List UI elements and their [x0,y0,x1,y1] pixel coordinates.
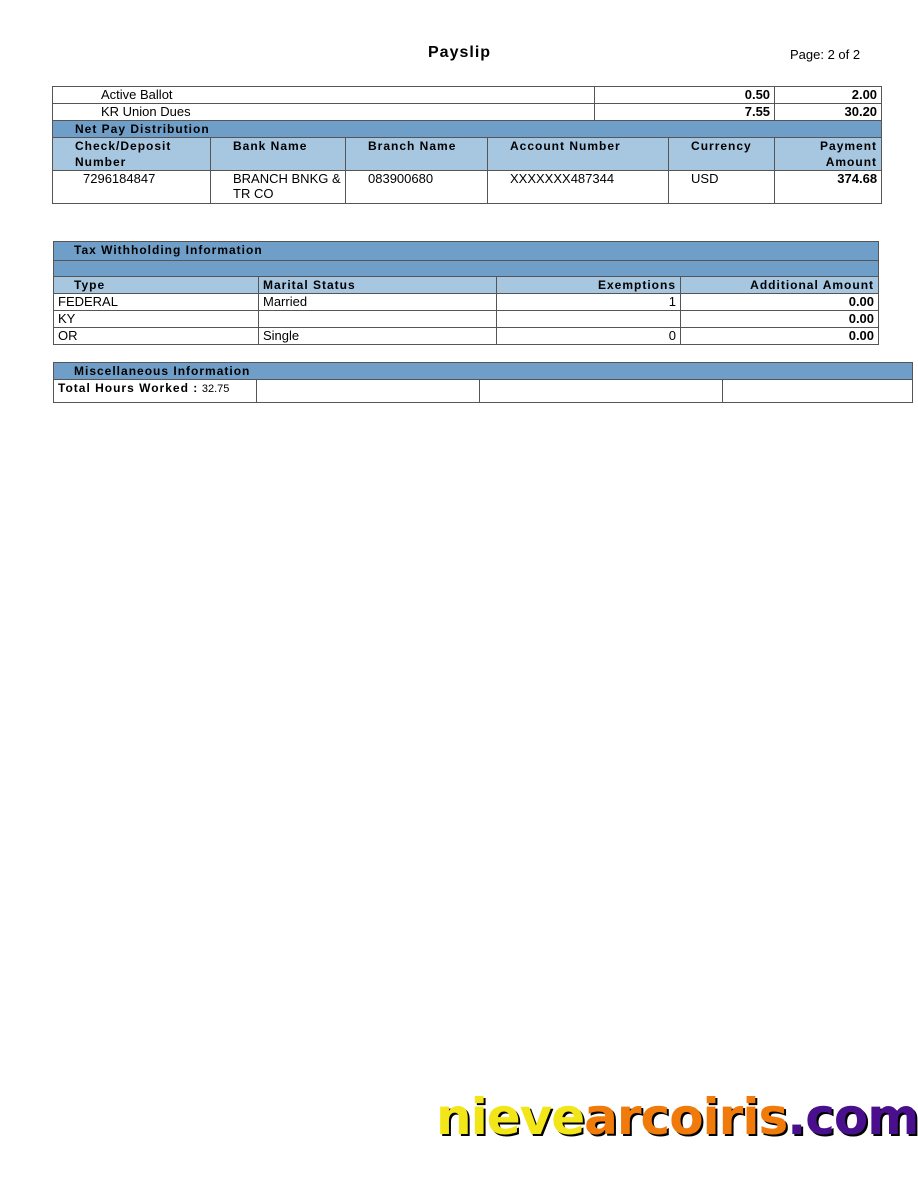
table-row: 7296184847 BRANCH BNKG & TR CO 083900680… [52,170,883,204]
table-row: KY 0.00 [53,310,880,328]
misc-info-table: Miscellaneous Information Total Hours Wo… [52,362,914,403]
table-row: Total Hours Worked : 32.75 [53,379,914,403]
tax-withholding-table: Tax Withholding Information Type Marital… [52,241,880,345]
hours-label: Total Hours Worked : [58,381,199,395]
section-title: Net Pay Distribution [51,120,883,138]
table-row: FEDERAL Married 1 0.00 [53,293,880,311]
page-number: Page: 2 of 2 [790,47,861,62]
watermark-logo: nievearcoiris.com [436,1088,918,1146]
section-title: Tax Withholding Information [52,241,880,261]
table-row: KR Union Dues 7.55 30.20 [51,103,883,121]
column-headers: Check/Deposit Number Bank Name Branch Na… [52,137,883,171]
deductions-netpay-table: Active Ballot 0.50 2.00 KR Union Dues 7.55 3… [51,86,883,204]
hours-value: 32.75 [201,383,230,395]
section-title: Miscellaneous Information [52,362,914,380]
table-row: OR Single 0 0.00 [53,327,880,345]
column-headers: Type Marital Status Exemptions Additiona… [53,276,880,294]
page-title: Payslip [428,44,492,61]
table-row: Active Ballot 0.50 2.00 [51,86,883,104]
